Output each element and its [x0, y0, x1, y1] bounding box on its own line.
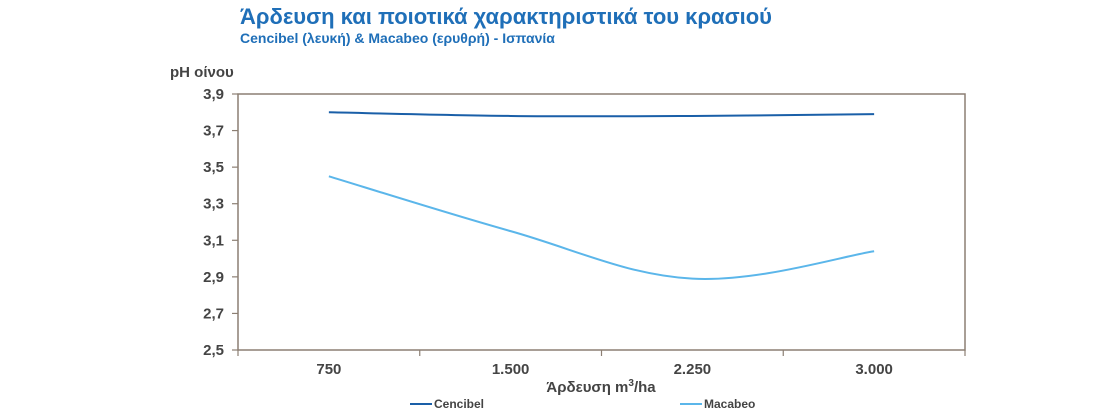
x-tick-label: 3.000 [855, 361, 893, 378]
y-tick-label: 3,7 [203, 123, 224, 140]
chart-title: Άρδευση και ποιοτικά χαρακτηριστικά του … [240, 4, 772, 29]
y-tick-label: 2,5 [203, 342, 224, 359]
plot-area-frame [237, 93, 966, 351]
y-tick-label: 2,9 [203, 269, 224, 286]
x-axis-title: Άρδευση m3/ha [546, 378, 656, 396]
series-line-macabeo [328, 175, 875, 281]
legend-label-macabeo: Macabeo [704, 397, 755, 411]
y-axis-title: pH οίνου [170, 64, 234, 81]
chart-subtitle: Cencibel (λευκή) & Macabeo (ερυθρή) - Ισ… [240, 30, 555, 46]
y-tick-label: 3,9 [203, 86, 224, 103]
y-tick-label: 2,7 [203, 305, 224, 322]
y-tick-label: 3,3 [203, 196, 224, 213]
y-tick-label: 3,1 [203, 232, 224, 249]
y-tick-label: 3,5 [203, 159, 224, 176]
x-tick-label: 1.500 [492, 361, 530, 378]
series-line-cencibel [328, 111, 875, 118]
x-tick-label: 2.250 [674, 361, 712, 378]
legend-label-cencibel: Cencibel [434, 397, 484, 411]
x-tick-label: 750 [316, 361, 341, 378]
